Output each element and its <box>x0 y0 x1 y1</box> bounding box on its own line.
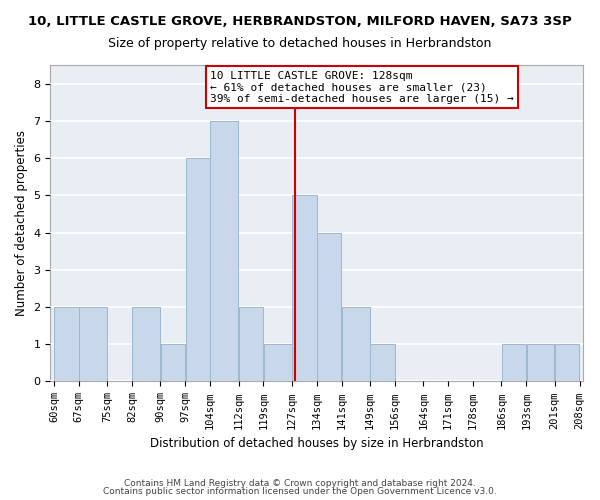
Bar <box>370 344 395 382</box>
Bar <box>239 307 263 382</box>
Y-axis label: Number of detached properties: Number of detached properties <box>15 130 28 316</box>
Bar <box>502 344 526 382</box>
Text: Size of property relative to detached houses in Herbrandston: Size of property relative to detached ho… <box>109 38 491 51</box>
Text: Contains HM Land Registry data © Crown copyright and database right 2024.: Contains HM Land Registry data © Crown c… <box>124 478 476 488</box>
Bar <box>342 307 370 382</box>
Bar <box>527 344 554 382</box>
Bar <box>292 196 317 382</box>
Text: 10 LITTLE CASTLE GROVE: 128sqm
← 61% of detached houses are smaller (23)
39% of : 10 LITTLE CASTLE GROVE: 128sqm ← 61% of … <box>210 70 514 104</box>
Text: Contains public sector information licensed under the Open Government Licence v3: Contains public sector information licen… <box>103 487 497 496</box>
Text: 10, LITTLE CASTLE GROVE, HERBRANDSTON, MILFORD HAVEN, SA73 3SP: 10, LITTLE CASTLE GROVE, HERBRANDSTON, M… <box>28 15 572 28</box>
Bar <box>54 307 79 382</box>
Bar <box>185 158 210 382</box>
Bar <box>79 307 107 382</box>
X-axis label: Distribution of detached houses by size in Herbrandston: Distribution of detached houses by size … <box>150 437 484 450</box>
Bar <box>264 344 292 382</box>
Bar <box>161 344 185 382</box>
Bar <box>555 344 580 382</box>
Bar <box>133 307 160 382</box>
Bar <box>317 232 341 382</box>
Bar <box>211 121 238 382</box>
